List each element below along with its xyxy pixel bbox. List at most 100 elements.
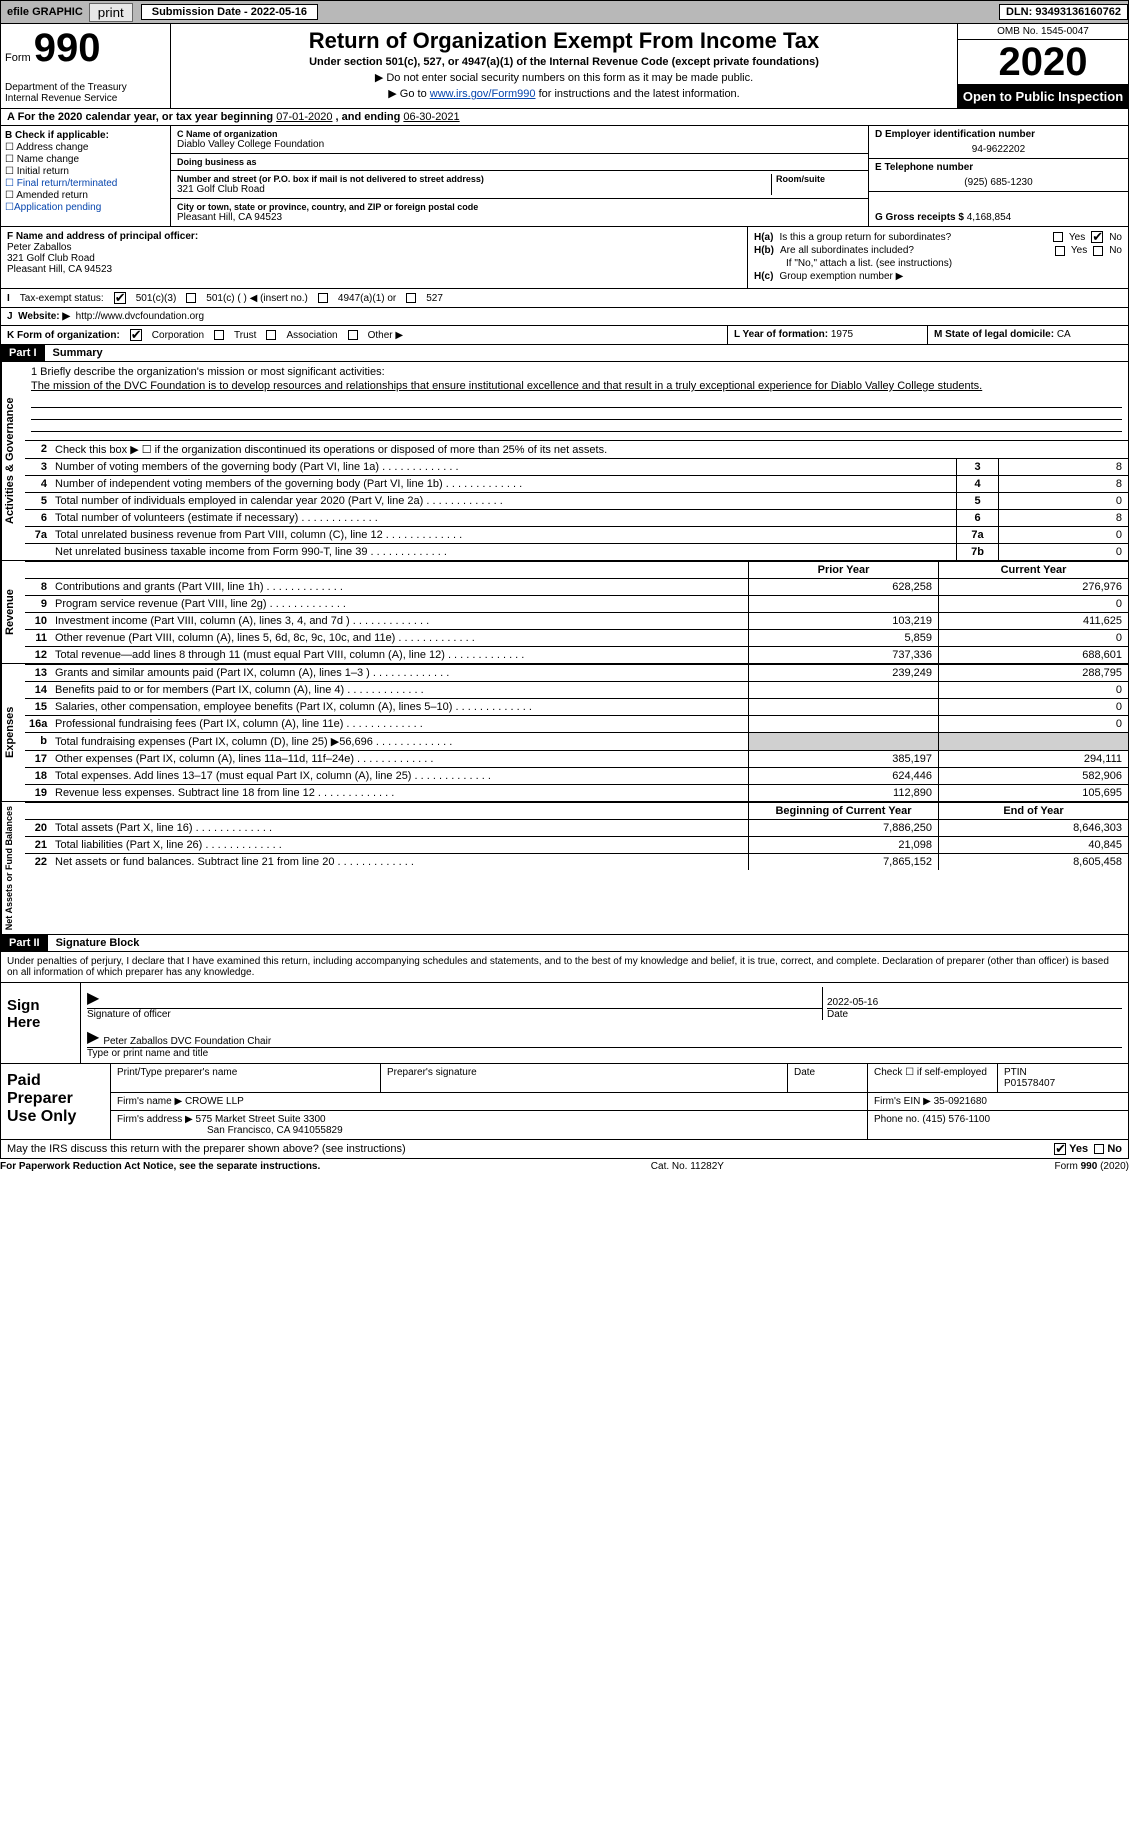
officer-name: Peter Zaballos: [7, 242, 71, 253]
table-row: 10Investment income (Part VIII, column (…: [25, 612, 1128, 629]
column-d-e-g: D Employer identification number 94-9622…: [868, 126, 1128, 226]
h-block: H(a) Is this a group return for subordin…: [748, 227, 1128, 288]
check-address-change[interactable]: ☐ Address change: [5, 142, 166, 153]
status-527-checkbox[interactable]: [406, 293, 416, 303]
table-row: 15Salaries, other compensation, employee…: [25, 698, 1128, 715]
rule-line: [31, 396, 1122, 408]
part2-tag: Part II: [1, 935, 48, 951]
dln-label: DLN: 93493136160762: [999, 4, 1128, 20]
period-end: 06-30-2021: [403, 111, 459, 123]
org-name: Diablo Valley College Foundation: [177, 139, 324, 150]
sig-officer-label: Signature of officer: [87, 1009, 822, 1020]
dba-block: Doing business as: [171, 154, 868, 171]
officer-addr1: 321 Golf Club Road: [7, 253, 95, 264]
department-label: Department of the Treasury Internal Reve…: [5, 82, 166, 104]
ein-value: 94-9622202: [875, 144, 1122, 155]
table-row: 8Contributions and grants (Part VIII, li…: [25, 578, 1128, 595]
open-public-badge: Open to Public Inspection: [958, 85, 1128, 108]
table-row: 13Grants and similar amounts paid (Part …: [25, 664, 1128, 681]
expenses-vtab: Expenses: [1, 664, 25, 801]
goto-line: ▶ Go to www.irs.gov/Form990 for instruct…: [175, 87, 953, 100]
tax-period-row: A For the 2020 calendar year, or tax yea…: [0, 109, 1129, 126]
governance-vtab: Activities & Governance: [1, 362, 25, 560]
status-501c-checkbox[interactable]: [186, 293, 196, 303]
top-bar: efile GRAPHIC print Submission Date - 20…: [0, 0, 1129, 24]
firm-ein-cell: Firm's EIN ▶ 35-0921680: [868, 1093, 1128, 1110]
part1-tag: Part I: [1, 345, 45, 361]
table-row: 9Program service revenue (Part VIII, lin…: [25, 595, 1128, 612]
preparer-name-label: Print/Type preparer's name: [111, 1064, 381, 1092]
discuss-yes-checkbox[interactable]: [1054, 1143, 1066, 1155]
hb-no-checkbox[interactable]: [1093, 246, 1103, 256]
firm-addr-cell: Firm's address ▶ 575 Market Street Suite…: [111, 1111, 868, 1139]
table-row: 5Total number of individuals employed in…: [25, 492, 1128, 509]
status-4947-checkbox[interactable]: [318, 293, 328, 303]
website-row: J Website: ▶ http://www.dvcfoundation.or…: [0, 308, 1129, 326]
table-row: 6Total number of volunteers (estimate if…: [25, 509, 1128, 526]
header-left: Form 990 Department of the Treasury Inte…: [1, 24, 171, 108]
officer-block: F Name and address of principal officer:…: [1, 227, 748, 288]
discuss-row: May the IRS discuss this return with the…: [0, 1140, 1129, 1159]
paid-preparer-label: Paid Preparer Use Only: [1, 1064, 111, 1139]
netassets-section: Net Assets or Fund Balances Beginning of…: [0, 802, 1129, 935]
table-row: 20Total assets (Part X, line 16)7,886,25…: [25, 819, 1128, 836]
preparer-sig-label: Preparer's signature: [381, 1064, 788, 1092]
table-row: 4Number of independent voting members of…: [25, 475, 1128, 492]
efile-label: efile GRAPHIC: [1, 6, 89, 18]
table-row: Net unrelated business taxable income fr…: [25, 543, 1128, 560]
status-501c3-checkbox[interactable]: [114, 292, 126, 304]
table-row: 19Revenue less expenses. Subtract line 1…: [25, 784, 1128, 801]
form-word: Form: [5, 52, 31, 64]
check-final-return[interactable]: ☐ Final return/terminated: [5, 178, 166, 189]
form-header: Form 990 Department of the Treasury Inte…: [0, 24, 1129, 109]
check-name-change[interactable]: ☐ Name change: [5, 154, 166, 165]
mission-block: 1 Briefly describe the organization's mi…: [25, 362, 1128, 396]
table-row: 17Other expenses (Part IX, column (A), l…: [25, 750, 1128, 767]
org-street: 321 Golf Club Road: [177, 184, 265, 195]
org-city: Pleasant Hill, CA 94523: [177, 212, 282, 223]
type-name-label: Type or print name and title: [87, 1048, 1122, 1059]
check-amended[interactable]: ☐ Amended return: [5, 190, 166, 201]
print-button[interactable]: print: [89, 3, 133, 22]
check-initial-return[interactable]: ☐ Initial return: [5, 166, 166, 177]
officer-addr2: Pleasant Hill, CA 94523: [7, 264, 112, 275]
revenue-section: Revenue Prior Year Current Year 8Contrib…: [0, 561, 1129, 664]
table-row: 12Total revenue—add lines 8 through 11 (…: [25, 646, 1128, 663]
hb-yes-checkbox[interactable]: [1055, 246, 1065, 256]
column-c: C Name of organization Diablo Valley Col…: [171, 126, 868, 226]
table-row: 11Other revenue (Part VIII, column (A), …: [25, 629, 1128, 646]
gross-block: G Gross receipts $ 4,168,854: [869, 209, 1128, 226]
phone-value: (925) 685-1230: [875, 177, 1122, 188]
form-of-org: K Form of organization: Corporation Trus…: [1, 326, 728, 344]
expenses-section: Expenses 13Grants and similar amounts pa…: [0, 664, 1129, 802]
year-formation: L Year of formation: 1975: [728, 326, 928, 344]
org-name-block: C Name of organization Diablo Valley Col…: [171, 126, 868, 154]
part2-title: Signature Block: [48, 937, 140, 949]
korg-assoc-checkbox[interactable]: [266, 330, 276, 340]
net-header-row: Beginning of Current Year End of Year: [25, 802, 1128, 819]
check-app-pending[interactable]: ☐Application pending: [5, 202, 166, 213]
tax-status-row: I Tax-exempt status: 501(c)(3) 501(c) ( …: [0, 289, 1129, 308]
form-ref: Form 990 (2020): [1055, 1161, 1129, 1172]
officer-name-title: Peter Zaballos DVC Foundation Chair: [103, 1036, 271, 1047]
column-b: B Check if applicable: ☐ Address change …: [1, 126, 171, 226]
address-block: Number and street (or P.O. box if mail i…: [171, 171, 868, 199]
ha-no-checkbox[interactable]: [1091, 231, 1103, 243]
korg-trust-checkbox[interactable]: [214, 330, 224, 340]
tax-year: 2020: [958, 40, 1128, 85]
col-b-heading: B Check if applicable:: [5, 130, 166, 141]
sig-date-value: 2022-05-16: [827, 997, 878, 1008]
table-row: 14Benefits paid to or for members (Part …: [25, 681, 1128, 698]
table-row: 21Total liabilities (Part X, line 26)21,…: [25, 836, 1128, 853]
officer-h-row: F Name and address of principal officer:…: [0, 227, 1129, 289]
discuss-no-checkbox[interactable]: [1094, 1144, 1104, 1154]
irs-link[interactable]: www.irs.gov/Form990: [430, 88, 536, 100]
ha-yes-checkbox[interactable]: [1053, 232, 1063, 242]
part2-bar: Part II Signature Block: [0, 935, 1129, 952]
part1-bar: Part I Summary: [0, 345, 1129, 362]
korg-corp-checkbox[interactable]: [130, 329, 142, 341]
form-title: Return of Organization Exempt From Incom…: [175, 28, 953, 54]
korg-other-checkbox[interactable]: [348, 330, 358, 340]
revenue-vtab: Revenue: [1, 561, 25, 663]
table-row: 3Number of voting members of the governi…: [25, 458, 1128, 475]
